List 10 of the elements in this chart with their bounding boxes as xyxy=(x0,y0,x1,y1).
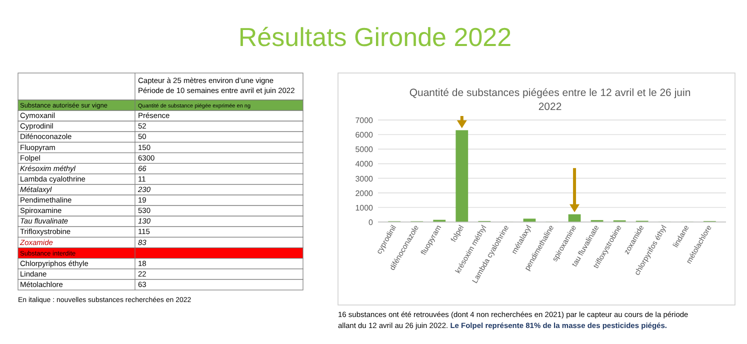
y-tick-label: 1000 xyxy=(355,203,374,212)
y-tick-label: 7000 xyxy=(355,116,374,125)
chart-title: Quantité de substances piégées entre le 12 avril et le 26 juin 2022 xyxy=(409,87,691,113)
y-tick-label: 5000 xyxy=(355,145,374,154)
text: Résultats Gironde 2022 xyxy=(238,22,512,52)
y-tick-label: 6000 xyxy=(355,130,374,140)
y-tick-label: 4000 xyxy=(355,160,374,169)
y-tick-label: 0 xyxy=(368,218,374,227)
y-tick-label: 2000 xyxy=(355,188,374,198)
y-tick-label: 3000 xyxy=(355,174,374,184)
